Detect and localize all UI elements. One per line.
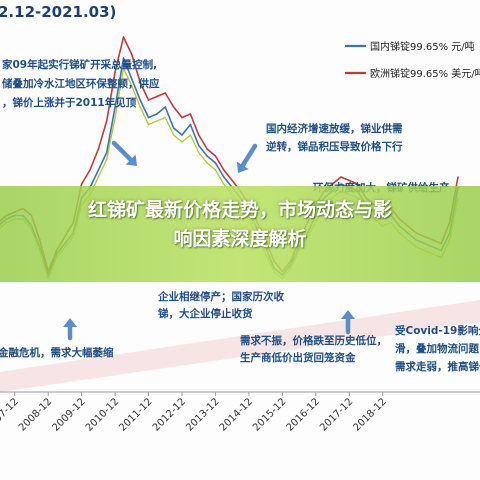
arrow-2015-low (341, 310, 355, 335)
series-2-point (223, 169, 225, 171)
annotation-text: 企业相继停产；国家历次收 (157, 290, 284, 303)
series-1-point (172, 127, 175, 129)
series-2-point (156, 95, 158, 98)
series-3-point (114, 116, 116, 119)
series-3-point (181, 141, 183, 143)
series-1-point (181, 134, 183, 136)
series-2-point (231, 179, 233, 182)
series-1-point (139, 99, 141, 101)
x-tick-label: 2007-12 (0, 396, 21, 433)
series-2-point (457, 176, 459, 178)
series-3-point (122, 67, 125, 70)
arrow-2011-peak (111, 140, 137, 166)
annotation-text: 储叠加冷水江地区环保整顿，供应 (2, 77, 160, 90)
x-tick-label: 2016-12 (285, 396, 322, 433)
annotation-text: 生产商低价出货回笼资金 (240, 351, 356, 364)
x-tick-label: 2015-12 (251, 396, 288, 433)
series-1-point (164, 106, 167, 108)
series-1-point (214, 162, 217, 164)
series-1-point (340, 183, 342, 185)
series-2-point (139, 81, 141, 84)
series-3-point (156, 120, 158, 122)
series-2-point (340, 176, 342, 178)
price-band (0, 300, 480, 392)
series-2-point (172, 106, 175, 108)
x-tick-label: 2008-12 (17, 396, 54, 433)
series-2-point (80, 183, 83, 185)
arrow-2013-decline (236, 143, 258, 173)
headline-line-2: 响因素深度解析 (173, 228, 307, 250)
headline-line-1: 红锑矿最新价格走势，市场动态与影 (87, 199, 392, 221)
legend-label-2: 欧洲锑锭99.65% 美元/吨 (370, 67, 480, 80)
annotation-text: 受Covid-19影响全 (395, 324, 480, 337)
series-1-point (97, 169, 100, 171)
series-2-point (122, 36, 125, 38)
series-3-point (97, 176, 100, 178)
series-2-point (206, 148, 208, 150)
annotation-text: 锑，大企业停止收货 (158, 307, 253, 320)
series-2-point (197, 134, 200, 136)
series-1-point (147, 116, 150, 119)
series-3-point (197, 151, 200, 154)
series-2-point (131, 53, 133, 56)
series-1-point (189, 123, 192, 126)
series-3-point (214, 169, 217, 171)
annotation-text: 滑，叠加物流问题， (395, 342, 480, 355)
series-1-point (206, 155, 208, 157)
series-2-point (164, 92, 167, 94)
series-1-point (114, 106, 116, 108)
annotation-text: 金融危机，需求大幅萎缩 (0, 346, 114, 359)
series-3-point (105, 158, 108, 161)
chart-title: 2.12-2021.03) (0, 3, 117, 21)
article-headline: 红锑矿最新价格走势，市场动态与影 响因素深度解析 (14, 196, 466, 254)
x-axis: 2007-122008-122009-122010-122011-122012-… (0, 391, 480, 434)
series-3-point (147, 123, 150, 126)
x-tick-label: 2011-12 (117, 396, 154, 433)
series-2-point (181, 116, 183, 119)
series-2-point (348, 179, 351, 182)
series-2-point (105, 120, 108, 122)
x-tick-label: 2014-12 (218, 396, 255, 433)
series-1-point (131, 78, 133, 80)
series-1-point (197, 144, 200, 147)
annotation-text: 国内经济增速放缓，锑业供需 (266, 122, 403, 135)
annotation-text: 需求走弱，推高锑价 (395, 360, 480, 373)
annotation-text: ，锑价上涨并于2011年见顶 (2, 96, 137, 109)
series-1-point (156, 113, 158, 115)
series-2-point (89, 169, 91, 171)
annotation-text: 需求不振，价格跌至历史低位， (240, 334, 387, 347)
arrow-2008-crisis (63, 318, 77, 341)
annotation-text: 家09年起实行锑矿开采总量控制, (2, 58, 157, 71)
series-2-point (189, 113, 192, 115)
annotation-text: 逆转，锑品积压导致价格下行 (266, 140, 403, 153)
series-3-point (206, 162, 208, 164)
x-tick-label: 2009-12 (50, 396, 87, 433)
series-3-point (164, 116, 167, 119)
series-2-point (356, 183, 359, 185)
x-tick-label: 2018-12 (352, 396, 389, 433)
series-3-point (189, 134, 192, 136)
series-1-point (122, 57, 125, 59)
x-tick-label: 2012-12 (151, 396, 188, 433)
series-3-point (223, 183, 225, 185)
series-3-point (131, 85, 133, 87)
annotation-layer: 家09年起实行锑矿开采总量控制, 储叠加冷水江地区环保整顿，供应 ，锑价上涨并于20… (0, 58, 480, 373)
series-3-point (172, 134, 175, 136)
x-tick-label: 2010-12 (84, 396, 121, 433)
series-2-point (97, 148, 100, 150)
annotation-arrows (63, 140, 355, 341)
headline-banner (0, 186, 480, 282)
x-tick-label: 2017-12 (318, 396, 355, 433)
series-3-point (139, 106, 141, 108)
series-2-point (214, 155, 217, 157)
series-1-point (223, 176, 225, 178)
series-2-point (331, 183, 334, 185)
series-2-point (114, 71, 116, 73)
x-tick-label: 2013-12 (184, 396, 221, 433)
series-2-point (147, 99, 150, 101)
legend-label-1: 国内锑锭99.65% 元/吨 (370, 40, 475, 53)
series-1-point (105, 151, 108, 154)
